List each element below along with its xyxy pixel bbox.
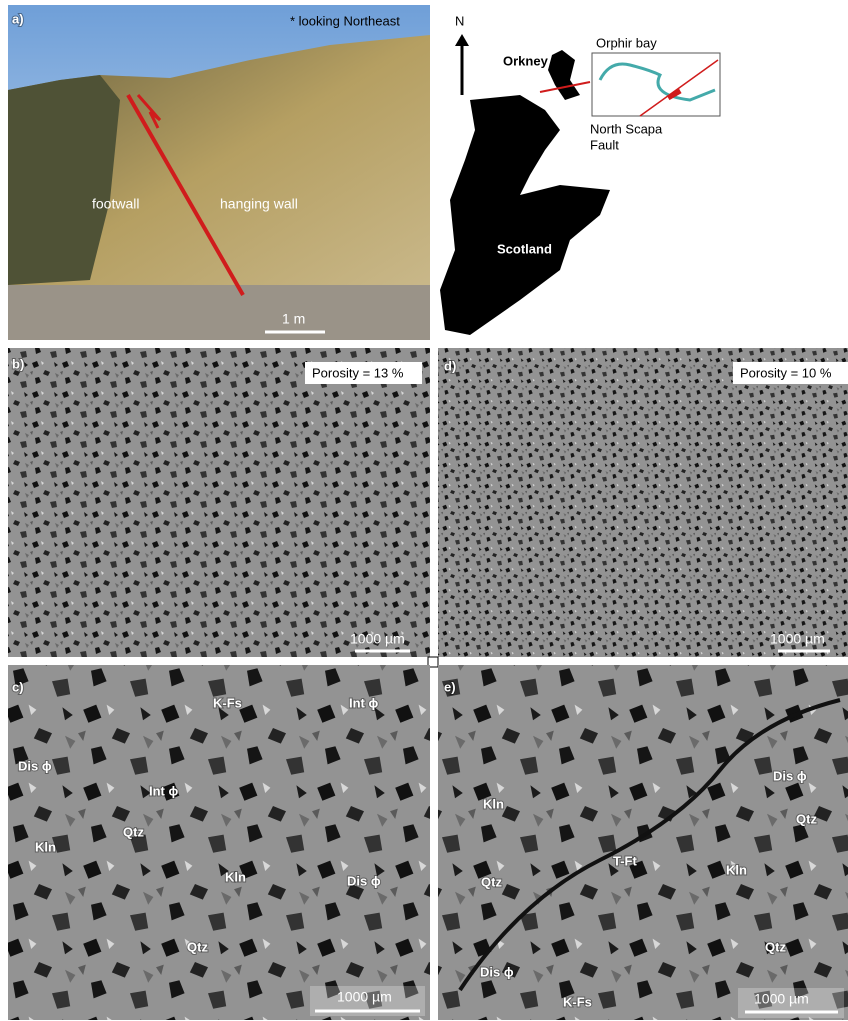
scale-label: 1 m: [282, 311, 305, 327]
view-note: * looking Northeast: [290, 13, 400, 28]
annotation: Int ϕ: [349, 695, 378, 710]
scale-label: 1000 µm: [350, 631, 405, 647]
annotation: Qtz: [765, 939, 786, 954]
annotation: Kln: [35, 839, 56, 854]
scale-label: 1000 µm: [754, 991, 809, 1007]
scotland-shape: [440, 95, 610, 335]
orkney-shape: [548, 50, 580, 100]
fault-label: Fault: [590, 137, 619, 152]
fault-label: North Scapa: [590, 121, 663, 136]
place-label: Scotland: [497, 241, 552, 256]
panel-d: d) Porosity = 10 % 1000 µm: [438, 348, 848, 657]
annotation: K-Fs: [563, 994, 592, 1009]
annotation: K-Fs: [213, 695, 242, 710]
sem-image: [8, 665, 430, 1020]
scale-label: 1000 µm: [770, 631, 825, 647]
north-arrowhead: [455, 34, 469, 46]
place-label: Orphir bay: [596, 35, 657, 50]
inset: [592, 53, 720, 116]
place-label: Orkney: [503, 53, 549, 68]
annotation: T-Ft: [613, 853, 637, 868]
north-label: N: [455, 13, 464, 28]
annotation: Qtz: [481, 874, 502, 889]
panel-e: e) Dis ϕ Kln Qtz T-Ft Qtz Kln Qtz Dis ϕ …: [438, 665, 848, 1020]
panel-label: a): [12, 11, 24, 26]
panel-b: b) Porosity = 13 % 1000 µm: [8, 348, 430, 657]
annotation: Dis ϕ: [18, 758, 52, 773]
panel-a: a) * looking Northeast footwall hanging …: [8, 5, 430, 340]
annotation: Qtz: [123, 824, 144, 839]
figure: a) * looking Northeast footwall hanging …: [0, 0, 848, 1021]
annotation: Dis ϕ: [773, 768, 807, 783]
annotation: hanging wall: [220, 196, 298, 212]
sem-image: [8, 348, 430, 657]
porosity-label: Porosity = 10 %: [740, 365, 832, 380]
annotation: Kln: [225, 869, 246, 884]
annotation: Dis ϕ: [347, 873, 381, 888]
annotation: Qtz: [796, 811, 817, 826]
annotation: Int ϕ: [149, 783, 178, 798]
panel-label: d): [444, 358, 456, 373]
annotation: Qtz: [187, 939, 208, 954]
map: N Orkney Orphir bay North Scapa Fault Sc…: [440, 13, 720, 335]
panel-label: c): [12, 679, 24, 694]
panel-c: c) K-Fs Int ϕ Dis ϕ Int ϕ Kln Qtz Kln Di…: [8, 665, 430, 1020]
panel-label: e): [444, 679, 456, 694]
porosity-label: Porosity = 13 %: [312, 365, 404, 380]
scale-label: 1000 µm: [337, 989, 392, 1005]
annotation: Kln: [483, 796, 504, 811]
annotation: Dis ϕ: [480, 964, 514, 979]
sem-image: [438, 348, 848, 657]
panel-label: b): [12, 356, 24, 371]
photo-beach: [8, 285, 430, 340]
annotation: footwall: [92, 196, 139, 212]
annotation: Kln: [726, 862, 747, 877]
